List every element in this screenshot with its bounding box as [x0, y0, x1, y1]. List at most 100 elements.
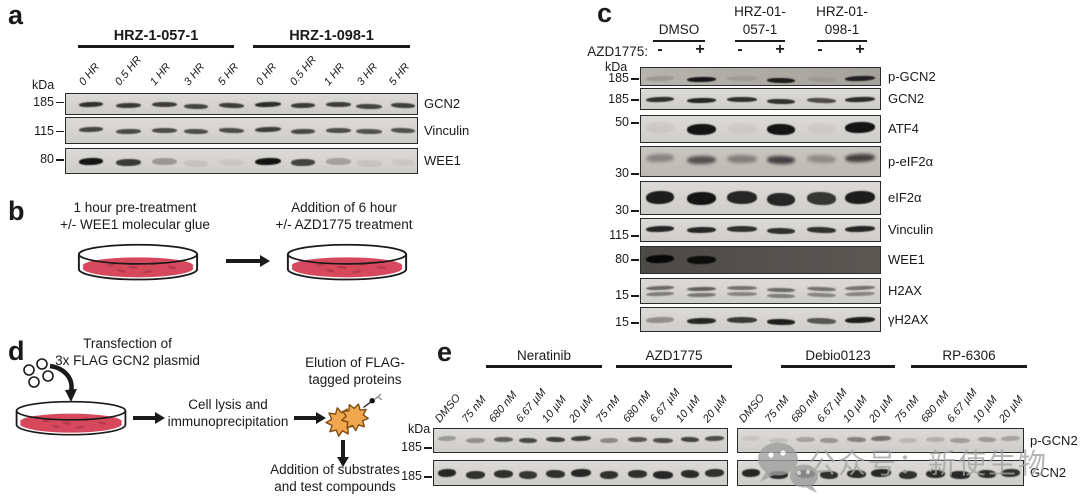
protein-band — [925, 469, 945, 478]
panel-c-col2-header-line1: HRZ-01- — [734, 4, 786, 19]
protein-band — [645, 121, 674, 134]
lane-label: 75 nM — [593, 393, 623, 425]
protein-band — [686, 293, 716, 298]
panel-c-col2-underline — [735, 40, 785, 42]
kda-marker: 15 — [615, 287, 629, 302]
lane-label: 3 HR — [354, 61, 381, 88]
panel-d-elution-text: Elution of FLAG- tagged proteins — [296, 355, 414, 388]
treatment-sign: - — [817, 41, 823, 58]
blot-target-label: Vinculin — [424, 122, 470, 138]
blot-target-label: p-GCN2 — [888, 68, 936, 84]
protein-band — [151, 127, 178, 133]
protein-band — [686, 226, 716, 234]
protein-band — [326, 127, 351, 133]
arrow-down-icon — [341, 440, 346, 458]
protein-band — [115, 158, 141, 167]
protein-band — [727, 76, 758, 82]
kda-marker: 30 — [615, 202, 629, 217]
protein-band — [519, 470, 538, 480]
lane-label: 20 µM — [866, 393, 896, 425]
panel-d-transfection-line2: 3x FLAG GCN2 plasmid — [55, 352, 200, 368]
panel-e-group2-underline — [616, 365, 732, 368]
lane-label: DMSO — [736, 392, 768, 425]
panel-e-group1-header: Neratinib — [516, 348, 572, 363]
protein-band — [570, 468, 591, 478]
protein-band — [844, 315, 875, 324]
protein-band — [844, 190, 875, 205]
lane-label: 75 nM — [892, 393, 922, 425]
protein-band — [627, 436, 647, 442]
lane-label: 680 nM — [620, 389, 654, 425]
protein-band — [115, 102, 141, 109]
protein-band — [546, 436, 566, 443]
panel-a-label: a — [8, 0, 24, 30]
petri-dish-icon — [13, 400, 129, 438]
protein-band — [686, 192, 716, 206]
kda-marker-tick — [424, 447, 432, 449]
protein-band — [519, 437, 538, 444]
arrow-right-icon — [294, 416, 316, 420]
panel-c-col3-header-line2: 098-1 — [824, 22, 860, 37]
arrow-right-icon — [133, 416, 155, 420]
panel-b-step1-line2: +/- WEE1 molecular glue — [60, 216, 210, 232]
panel-d-elution-line1: Elution of FLAG- — [305, 355, 405, 370]
protein-band — [686, 255, 716, 265]
kda-marker: 185 — [608, 70, 629, 85]
kda-marker-tick — [631, 209, 639, 212]
blot-strip-ATF4 — [640, 115, 881, 143]
blot-target-label: p-GCN2 — [1030, 432, 1078, 448]
protein-band — [390, 158, 415, 166]
protein-band — [807, 226, 837, 234]
kda-marker-tick — [631, 294, 639, 297]
arrow-right-icon — [226, 259, 260, 263]
protein-band — [627, 469, 647, 478]
kda-marker-tick — [631, 259, 639, 261]
blot-target-label: H2AX — [888, 283, 922, 298]
protein-band — [844, 225, 875, 233]
protein-band — [219, 127, 245, 134]
protein-band — [686, 155, 716, 165]
kda-marker-tick — [631, 99, 639, 101]
panel-e-group3-underline — [781, 365, 895, 368]
protein-band — [546, 469, 566, 479]
protein-band — [807, 292, 837, 298]
protein-band — [795, 436, 816, 442]
protein-band — [291, 102, 315, 109]
kda-marker-tick — [424, 475, 432, 478]
protein-band — [652, 437, 673, 444]
petri-dish-icon — [75, 243, 201, 283]
kda-marker-tick — [631, 235, 639, 237]
protein-band — [686, 97, 716, 104]
protein-band — [727, 292, 758, 297]
treatment-sign: + — [695, 41, 705, 58]
blot-strip-p-GCN2 — [737, 428, 1024, 453]
blot-target-label: ATF4 — [888, 121, 919, 136]
panel-d-label: d — [8, 336, 25, 366]
panel-c-label: c — [597, 0, 613, 28]
panel-e-group1-underline — [486, 365, 602, 368]
panel-d-lysis-line2: immunoprecipitation — [167, 413, 289, 429]
panel-b-step1-text: 1 hour pre-treatment +/- WEE1 molecular … — [35, 200, 235, 233]
protein-band — [219, 101, 245, 109]
protein-band — [254, 156, 281, 166]
protein-band — [219, 157, 245, 167]
protein-band — [807, 76, 837, 83]
protein-band — [184, 103, 209, 109]
protein-band — [356, 103, 383, 109]
protein-band — [465, 437, 485, 443]
protein-band — [78, 157, 103, 165]
protein-band — [254, 126, 281, 133]
protein-band — [254, 100, 281, 108]
blot-strip-p-eIF2α — [640, 146, 881, 177]
panel-d-substrates-text: Addition of substrates and test compound… — [260, 462, 410, 495]
panel-d-lysis-text: Cell lysis and immunoprecipitation — [162, 397, 294, 430]
protein-band — [599, 437, 619, 443]
protein-band — [727, 226, 758, 233]
blot-strip-eIF2α — [640, 181, 881, 215]
protein-band — [645, 190, 674, 205]
protein-band — [766, 77, 795, 84]
lane-label: 20 µM — [700, 393, 730, 425]
panel-e-label: e — [437, 337, 453, 367]
protein-band — [766, 156, 795, 165]
flag-protein-antibody-icon — [320, 392, 384, 444]
